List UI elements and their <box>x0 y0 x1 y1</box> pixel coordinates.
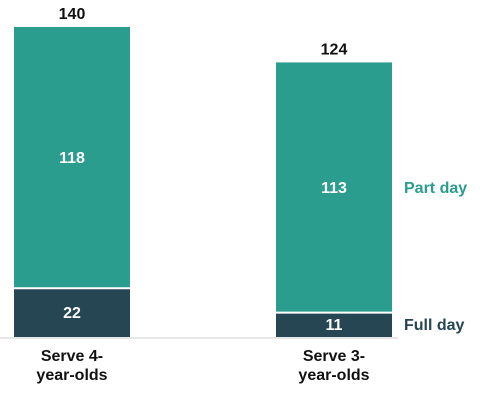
bar-segment <box>276 62 392 313</box>
bar-segment <box>14 27 130 289</box>
total-label: 124 <box>321 42 348 59</box>
x-tick-label: Serve 4-year-olds <box>36 348 108 384</box>
value-label: 22 <box>63 305 81 322</box>
bar-segment <box>14 288 130 337</box>
value-label: 11 <box>326 317 343 334</box>
value-label: 113 <box>321 180 347 197</box>
bar-segment <box>276 312 392 337</box>
legend-label: Part day <box>404 180 467 197</box>
x-tick-label: Serve 3-year-olds <box>298 348 370 384</box>
legend-label: Full day <box>404 317 465 334</box>
total-label: 140 <box>59 6 86 23</box>
value-label: 118 <box>59 150 85 167</box>
